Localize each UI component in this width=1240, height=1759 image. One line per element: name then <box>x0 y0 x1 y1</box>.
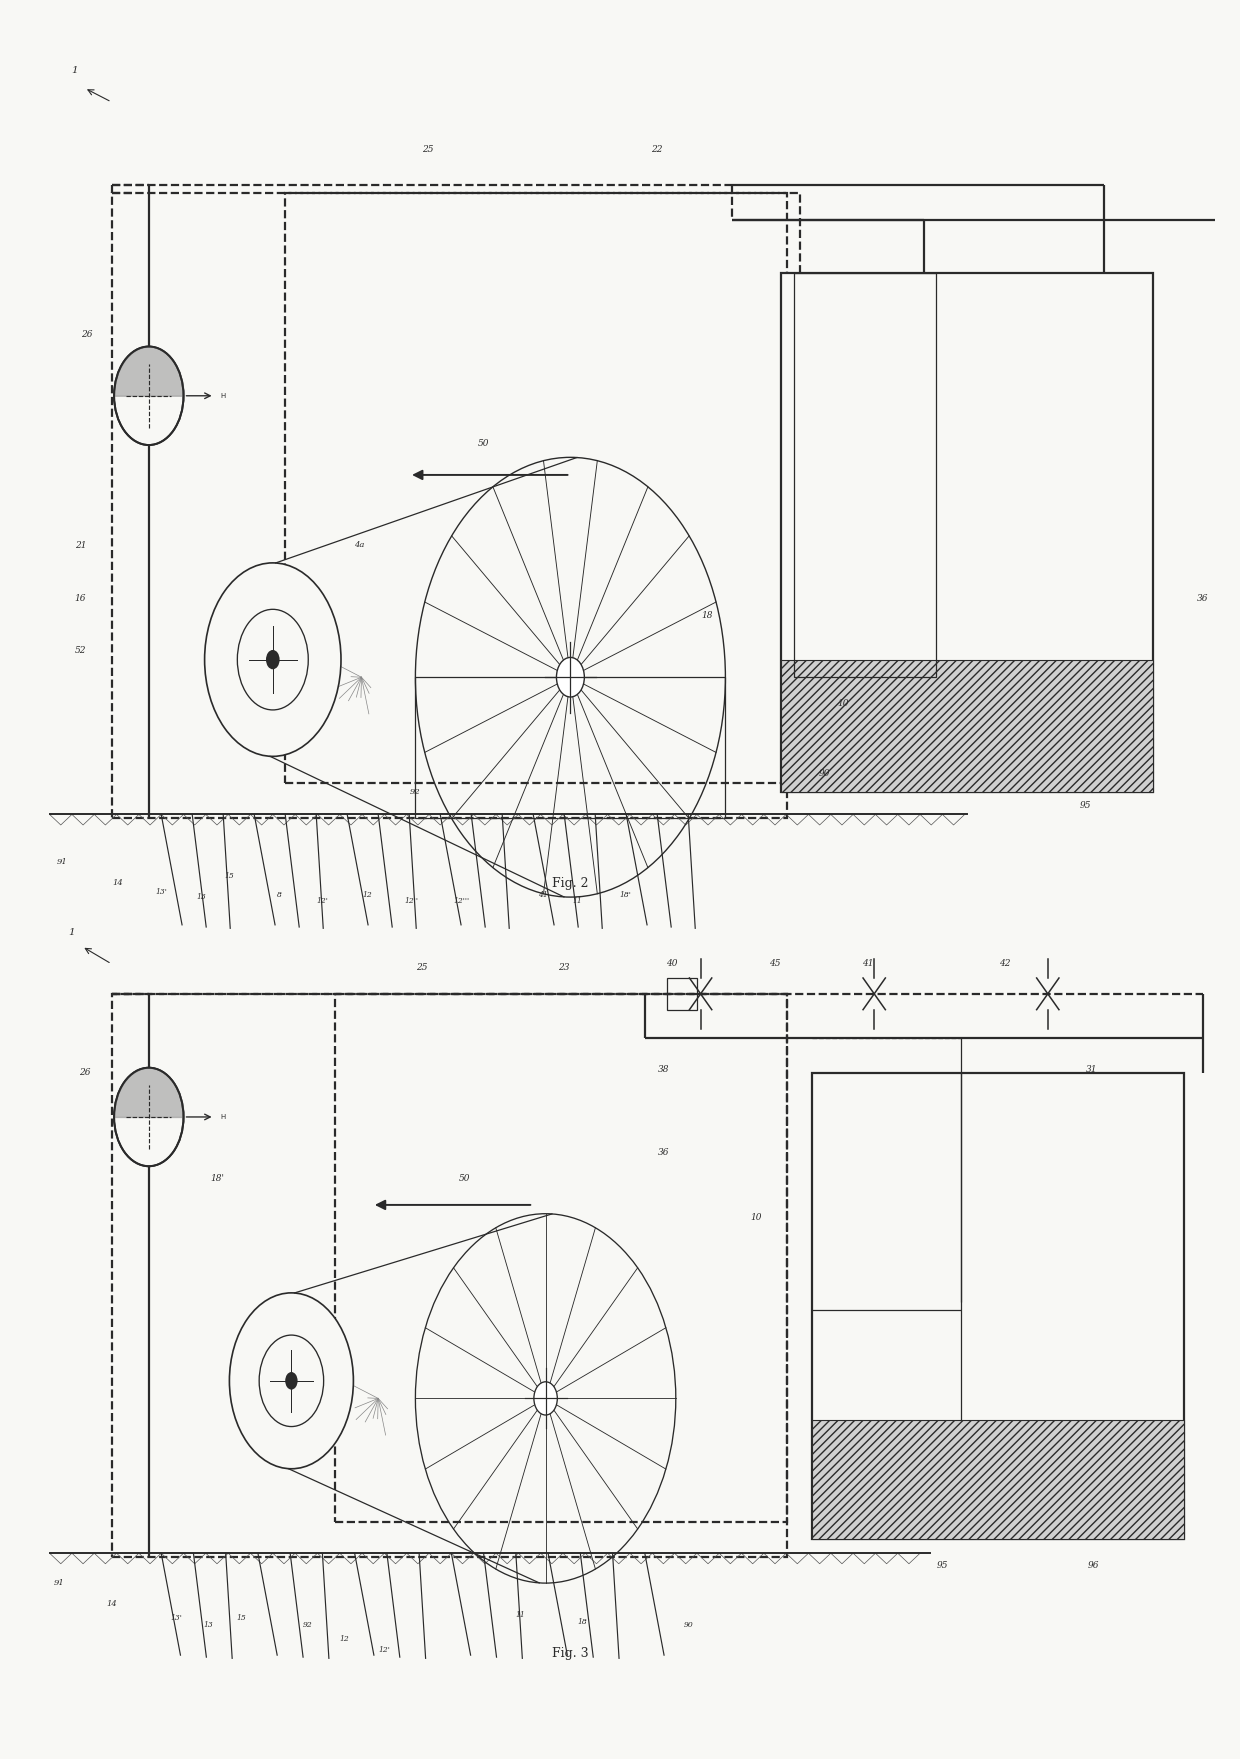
Text: 96: 96 <box>1087 1560 1100 1571</box>
Text: 18': 18' <box>210 1173 224 1184</box>
Text: 13: 13 <box>203 1622 213 1629</box>
Bar <box>112 193 787 818</box>
Bar <box>415 677 725 818</box>
Text: 41: 41 <box>538 892 548 899</box>
Text: 50: 50 <box>459 1173 471 1184</box>
Text: 18': 18' <box>619 892 631 899</box>
Bar <box>812 1073 1184 1539</box>
Text: 14: 14 <box>107 1601 117 1608</box>
Text: 10: 10 <box>750 1212 763 1223</box>
Text: H: H <box>221 1113 226 1120</box>
Text: Fig. 3: Fig. 3 <box>552 1646 589 1660</box>
Text: 95: 95 <box>1079 800 1091 811</box>
Text: Fig. 2: Fig. 2 <box>552 876 589 890</box>
Text: 12'': 12'' <box>404 897 419 904</box>
Text: 40: 40 <box>666 959 678 969</box>
Text: 11: 11 <box>516 1611 526 1618</box>
Circle shape <box>114 1068 184 1166</box>
Text: 12: 12 <box>340 1636 350 1643</box>
Text: 26: 26 <box>78 1068 91 1078</box>
Text: 31: 31 <box>1085 1064 1097 1075</box>
Text: 41: 41 <box>862 959 874 969</box>
Text: 52: 52 <box>74 646 87 656</box>
Circle shape <box>267 649 280 670</box>
Text: 13': 13' <box>155 888 167 895</box>
Bar <box>794 273 936 677</box>
Text: 10: 10 <box>837 698 849 709</box>
Bar <box>285 193 800 783</box>
Text: 25: 25 <box>415 962 428 973</box>
Text: 91: 91 <box>55 1580 64 1587</box>
Text: 16: 16 <box>74 593 87 603</box>
Text: 91: 91 <box>57 858 67 865</box>
Circle shape <box>229 1293 353 1469</box>
Circle shape <box>259 1335 324 1427</box>
Text: 18: 18 <box>701 610 713 621</box>
Circle shape <box>237 609 309 711</box>
Bar <box>781 273 1153 792</box>
Text: 90: 90 <box>683 1622 693 1629</box>
Text: 4a: 4a <box>355 542 365 549</box>
Bar <box>781 660 1153 792</box>
Text: 11: 11 <box>573 897 583 904</box>
Text: 36: 36 <box>657 1147 670 1157</box>
Text: H: H <box>221 392 226 399</box>
Text: 18: 18 <box>578 1618 588 1625</box>
Text: 26: 26 <box>81 329 93 339</box>
Text: 38: 38 <box>657 1064 670 1075</box>
Bar <box>667 978 697 1010</box>
Text: 12': 12' <box>378 1646 391 1653</box>
Text: 14: 14 <box>113 880 123 887</box>
Bar <box>335 994 787 1522</box>
Text: 25: 25 <box>422 144 434 155</box>
Text: 42: 42 <box>998 959 1011 969</box>
Text: 8: 8 <box>277 892 281 899</box>
Text: 15: 15 <box>237 1615 247 1622</box>
Circle shape <box>534 1383 557 1414</box>
Text: 12': 12' <box>316 897 329 904</box>
Circle shape <box>259 1335 324 1427</box>
Text: 50: 50 <box>477 438 490 449</box>
Text: 92: 92 <box>410 788 420 795</box>
Text: 13: 13 <box>196 894 206 901</box>
Circle shape <box>114 347 184 445</box>
Text: 1: 1 <box>71 65 78 76</box>
Text: 13': 13' <box>170 1615 182 1622</box>
Text: 45: 45 <box>769 959 781 969</box>
Text: 92: 92 <box>303 1622 312 1629</box>
Text: 90: 90 <box>818 769 831 779</box>
Circle shape <box>285 1372 298 1390</box>
Bar <box>112 994 787 1557</box>
Circle shape <box>237 609 309 711</box>
Circle shape <box>557 658 584 697</box>
Circle shape <box>205 563 341 756</box>
Text: 23: 23 <box>558 962 570 973</box>
Text: 36: 36 <box>1197 593 1209 603</box>
Text: 95: 95 <box>936 1560 949 1571</box>
Text: 22: 22 <box>651 144 663 155</box>
Text: 15: 15 <box>224 872 234 880</box>
Text: 1: 1 <box>68 927 76 938</box>
Text: 12: 12 <box>362 892 372 899</box>
Bar <box>812 1420 1184 1539</box>
Text: 21: 21 <box>74 540 87 551</box>
Text: 12''': 12''' <box>453 897 470 904</box>
